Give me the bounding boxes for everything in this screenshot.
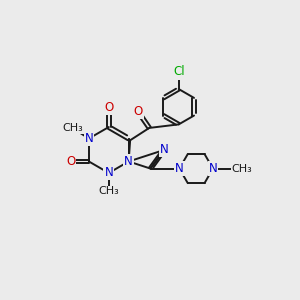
Text: O: O (104, 101, 113, 114)
Text: CH₃: CH₃ (98, 186, 119, 196)
Text: Cl: Cl (173, 65, 184, 79)
Text: CH₃: CH₃ (231, 164, 252, 174)
Text: CH₃: CH₃ (62, 123, 83, 133)
Text: N: N (104, 167, 113, 179)
Text: N: N (124, 155, 133, 168)
Text: N: N (160, 143, 168, 157)
Text: O: O (66, 155, 75, 168)
Text: N: N (85, 132, 93, 145)
Text: O: O (134, 105, 143, 118)
Text: N: N (208, 162, 217, 175)
Text: N: N (175, 162, 184, 175)
